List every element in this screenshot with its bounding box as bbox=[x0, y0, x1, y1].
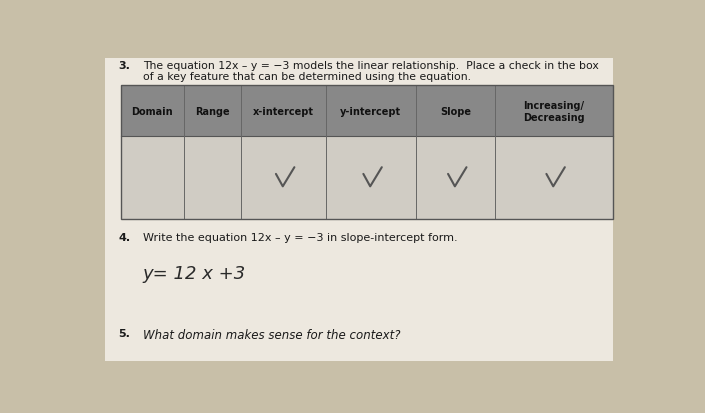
Text: y-intercept: y-intercept bbox=[341, 107, 401, 116]
FancyBboxPatch shape bbox=[104, 59, 613, 361]
Text: x-intercept: x-intercept bbox=[253, 107, 314, 116]
Text: Range: Range bbox=[195, 107, 230, 116]
Text: of a key feature that can be determined using the equation.: of a key feature that can be determined … bbox=[142, 72, 471, 82]
Bar bbox=[121, 137, 613, 220]
Text: 4.: 4. bbox=[118, 233, 130, 242]
Text: Domain: Domain bbox=[132, 107, 173, 116]
Bar bbox=[121, 86, 613, 137]
Text: y= 12 x +3: y= 12 x +3 bbox=[142, 264, 246, 282]
Text: Increasing/
Decreasing: Increasing/ Decreasing bbox=[523, 101, 584, 122]
Text: 5.: 5. bbox=[118, 328, 130, 338]
Text: 3.: 3. bbox=[118, 61, 130, 71]
Bar bbox=[121, 86, 613, 220]
Text: What domain makes sense for the context?: What domain makes sense for the context? bbox=[142, 328, 400, 341]
Text: Slope: Slope bbox=[440, 107, 471, 116]
Text: Write the equation 12x – y = −3 in slope-intercept form.: Write the equation 12x – y = −3 in slope… bbox=[142, 233, 458, 242]
Text: The equation 12x – y = −3 models the linear relationship.  Place a check in the : The equation 12x – y = −3 models the lin… bbox=[142, 61, 599, 71]
